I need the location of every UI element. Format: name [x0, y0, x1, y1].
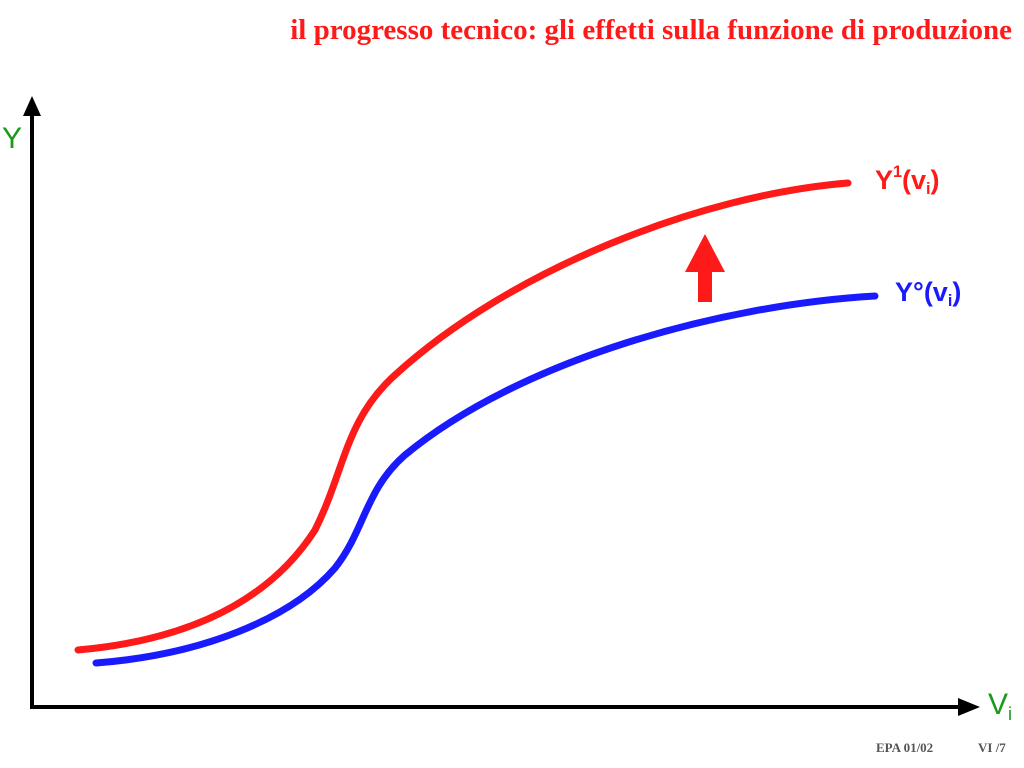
slide-title: il progresso tecnico: gli effetti sulla … [290, 14, 1012, 46]
curve-y0-label-close: ) [952, 277, 962, 307]
shift-arrow-shaft [698, 266, 712, 302]
curve-y1-label-open: (v [902, 165, 927, 195]
footer-code: EPA 01/02 [876, 740, 934, 755]
y-axis-arrowhead [23, 96, 41, 116]
curve-y1-label-sub: i [926, 180, 931, 198]
shift-arrow-head [685, 234, 725, 272]
curve-y1-label: Y1(vi) [875, 163, 940, 199]
curve-y1-label-close: ) [930, 165, 940, 195]
x-axis-arrowhead [958, 698, 980, 716]
x-axis-label: Vi [988, 688, 1012, 725]
curve-y1-label-sup: 1 [893, 163, 903, 181]
x-axis-label-main: V [988, 688, 1009, 721]
footer-page-number: VI /7 [978, 740, 1006, 755]
curve-y0-label: Y°(vi) [895, 277, 961, 311]
curve-y0 [92, 292, 879, 667]
curve-y0-label-main: Y° [895, 277, 924, 307]
y-axis-label: Y [2, 122, 23, 155]
x-axis-label-sub: i [1008, 704, 1013, 724]
curve-y0-label-open: (v [923, 277, 948, 307]
curve-y1 [74, 179, 852, 654]
curve-y1-label-main: Y [875, 165, 894, 195]
curve-y0-label-sub: i [947, 292, 953, 310]
